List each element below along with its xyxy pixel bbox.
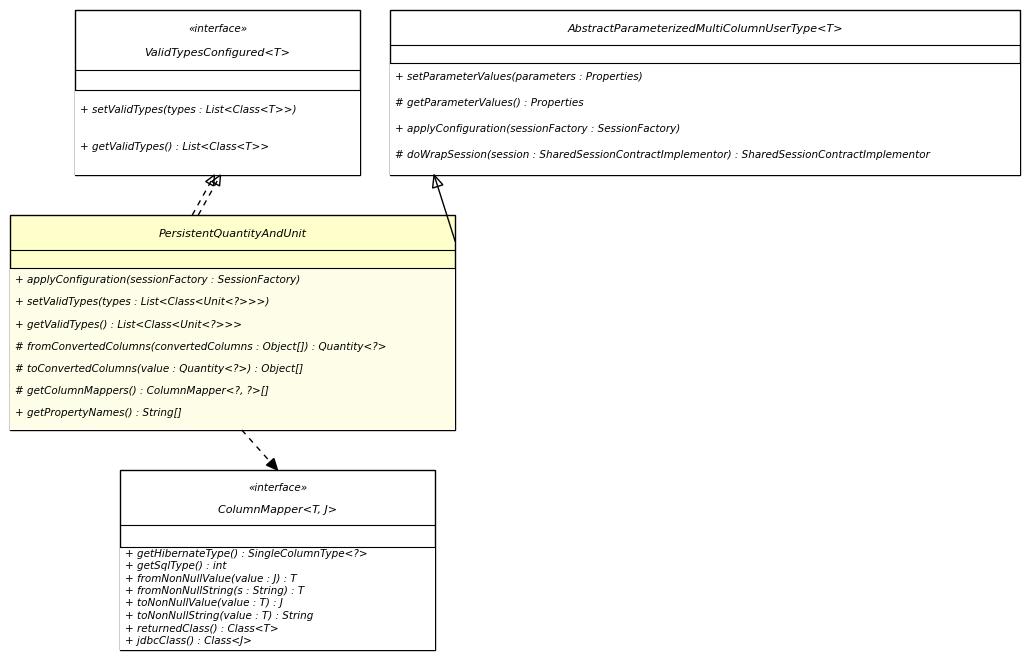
Text: + jdbcClass() : Class<J>: + jdbcClass() : Class<J> [125,636,252,646]
Text: + getValidTypes() : List<Class<Unit<?>>>: + getValidTypes() : List<Class<Unit<?>>> [15,319,242,330]
Text: + applyConfiguration(sessionFactory : SessionFactory): + applyConfiguration(sessionFactory : Se… [15,275,301,285]
Text: «interface»: «interface» [188,24,247,34]
Text: + setParameterValues(parameters : Properties): + setParameterValues(parameters : Proper… [395,72,643,83]
Text: + applyConfiguration(sessionFactory : SessionFactory): + applyConfiguration(sessionFactory : Se… [395,124,681,134]
Text: + fromNonNullValue(value : J) : T: + fromNonNullValue(value : J) : T [125,574,296,584]
Text: + setValidTypes(types : List<Class<T>>): + setValidTypes(types : List<Class<T>>) [80,105,296,115]
Text: + toNonNullValue(value : T) : J: + toNonNullValue(value : T) : J [125,598,283,609]
Bar [390,10,1020,175]
Bar [120,547,435,650]
Text: «interface»: «interface» [248,483,307,492]
Text: + getHibernateType() : SingleColumnType<?>: + getHibernateType() : SingleColumnType<… [125,549,368,559]
Text: + getValidTypes() : List<Class<T>>: + getValidTypes() : List<Class<T>> [80,142,270,152]
Text: + getPropertyNames() : String[]: + getPropertyNames() : String[] [15,408,182,418]
Text: PersistentQuantityAndUnit: PersistentQuantityAndUnit [158,229,307,239]
Bar [10,268,455,430]
Bar [390,63,1020,175]
Bar [120,470,435,650]
Text: # getColumnMappers() : ColumnMapper<?, ?>[]: # getColumnMappers() : ColumnMapper<?, ?… [15,386,269,396]
Text: # doWrapSession(session : SharedSessionContractImplementor) : SharedSessionContr: # doWrapSession(session : SharedSessionC… [395,151,930,161]
Polygon shape [267,459,278,470]
Text: + getSqlType() : int: + getSqlType() : int [125,561,226,571]
Text: + returnedClass() : Class<T>: + returnedClass() : Class<T> [125,623,279,633]
Text: + toNonNullString(value : T) : String: + toNonNullString(value : T) : String [125,611,313,621]
Bar [75,10,359,175]
Bar [10,215,455,430]
Text: AbstractParameterizedMultiColumnUserType<T>: AbstractParameterizedMultiColumnUserType… [567,24,843,34]
Text: ColumnMapper<T, J>: ColumnMapper<T, J> [218,504,337,515]
Text: ValidTypesConfigured<T>: ValidTypesConfigured<T> [145,48,290,58]
Text: + setValidTypes(types : List<Class<Unit<?>>>): + setValidTypes(types : List<Class<Unit<… [15,297,270,307]
Text: # getParameterValues() : Properties: # getParameterValues() : Properties [395,98,584,108]
Bar [75,90,359,175]
Text: + fromNonNullString(s : String) : T: + fromNonNullString(s : String) : T [125,586,305,596]
Text: # toConvertedColumns(value : Quantity<?>) : Object[]: # toConvertedColumns(value : Quantity<?>… [15,364,303,374]
Text: # fromConvertedColumns(convertedColumns : Object[]) : Quantity<?>: # fromConvertedColumns(convertedColumns … [15,342,386,352]
